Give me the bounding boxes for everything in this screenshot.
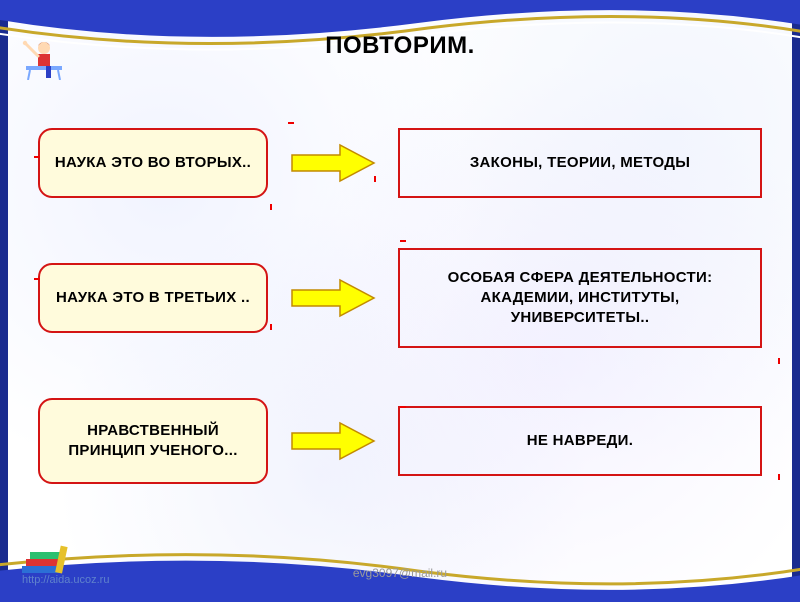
slide-frame: ПОВТОРИМ. НАУКА ЭТО ВО ВТОРЫХ.. ЗАКОНЫ, … — [0, 0, 800, 600]
tick-mark — [270, 204, 272, 210]
tick-mark — [34, 156, 40, 158]
right-box-2: ОСОБАЯ СФЕРА ДЕЯТЕЛЬНОСТИ: АКАДЕМИИ, ИНС… — [398, 248, 762, 348]
left-box-1: НАУКА ЭТО ВО ВТОРЫХ.. — [38, 128, 268, 198]
right-box-1: ЗАКОНЫ, ТЕОРИИ, МЕТОДЫ — [398, 128, 762, 198]
row-3: НРАВСТВЕННЫЙ ПРИНЦИП УЧЕНОГО... НЕ НАВРЕ… — [38, 398, 762, 484]
tick-mark — [34, 278, 40, 280]
arrow-cell-1 — [268, 143, 398, 183]
tick-mark — [288, 122, 294, 124]
left-box-2: НАУКА ЭТО В ТРЕТЬИХ .. — [38, 263, 268, 333]
content-area: ПОВТОРИМ. НАУКА ЭТО ВО ВТОРЫХ.. ЗАКОНЫ, … — [8, 8, 792, 592]
arrow-cell-2 — [268, 278, 398, 318]
row-2: НАУКА ЭТО В ТРЕТЬИХ .. ОСОБАЯ СФЕРА ДЕЯТ… — [38, 248, 762, 348]
arrow-icon — [290, 143, 376, 183]
tick-mark — [400, 240, 406, 242]
tick-mark — [374, 176, 376, 182]
arrow-icon — [290, 421, 376, 461]
tick-mark — [270, 324, 272, 330]
footer-credit: evg3097@mail.ru — [8, 566, 792, 580]
slide-title: ПОВТОРИМ. — [8, 32, 792, 60]
tick-mark — [778, 358, 780, 364]
right-box-3: НЕ НАВРЕДИ. — [398, 406, 762, 476]
arrow-cell-3 — [268, 421, 398, 461]
left-box-3: НРАВСТВЕННЫЙ ПРИНЦИП УЧЕНОГО... — [38, 398, 268, 484]
row-1: НАУКА ЭТО ВО ВТОРЫХ.. ЗАКОНЫ, ТЕОРИИ, МЕ… — [38, 128, 762, 198]
footer-url: http://aida.ucoz.ru — [22, 574, 109, 586]
arrow-icon — [290, 278, 376, 318]
tick-mark — [400, 406, 406, 408]
tick-mark — [778, 474, 780, 480]
